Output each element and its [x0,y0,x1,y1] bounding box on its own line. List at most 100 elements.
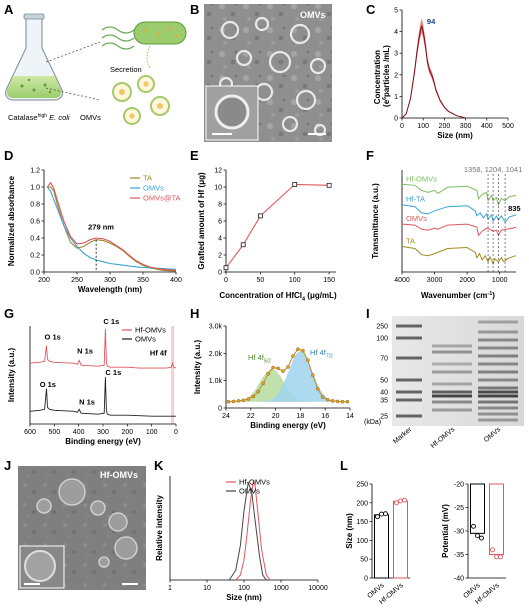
h-x-tick-label: 22 [247,413,255,420]
h-x-tick-label: 18 [297,413,305,420]
e-y-tick-label: 10 [214,185,222,192]
gel-lane-label: OMVs [483,426,503,444]
l-potential-bar-point [471,523,476,529]
gel-marker-band [396,336,422,340]
d-y-tick-label: 1.0 [30,185,40,192]
f-x-axis-label: Wavenumber (cm-1) [421,291,495,300]
f-series-label: TA [406,237,415,246]
d-y-tick-label: 0.0 [30,270,40,277]
f-series-line [401,223,517,237]
h-y-tick-label: 0 [218,406,222,413]
l-potential-y-tick-label: -40 [454,576,464,583]
f-series-line [401,204,517,223]
d-annotation-279nm: 279 nm [88,223,114,232]
h-data-point [256,389,261,394]
d-y-tick-label: 0.2 [30,253,40,260]
k-x-axis-label: Size (nm) [226,593,262,602]
g-legend-label: OMVs [135,335,156,344]
d-x-tick-label: 300 [104,277,116,284]
gel-omvs-band [478,370,518,374]
c-y-axis-label: Concentration (e6particles /mL) [373,45,391,107]
l-size-bar-point [375,514,380,520]
gel-hf-omvs-band [432,394,472,398]
panel-label-c: C [366,2,376,17]
e-y-tick-label: 4 [218,236,222,243]
l-potential-bar-point [475,533,480,539]
e-x-tick-label: 150 [323,277,335,284]
panel-label-g: G [4,306,14,321]
g-x-tick-label: 400 [73,429,85,436]
h-data-point [266,372,270,376]
gel-omvs-band [478,346,518,350]
g-peak-label-bottom: O 1s [40,380,56,389]
g-series-line [29,376,176,417]
gel-omvs-band [478,354,518,358]
l-potential-bar-point [479,535,484,541]
h-data-point [315,387,320,391]
gel-omvs-band [478,362,518,366]
gel-marker-band [396,414,422,418]
c-y-tick-label: 0 [394,116,398,123]
panel-h-xps-hf4f-chart: Hf 4f5/2 Hf 4f7/2 24 22 20 18 16 14 0 1.0k 2.0k 3… [193,324,354,431]
panel-label-f: F [366,148,374,163]
l-size-bar-point [379,511,384,517]
gel-hf-omvs-band [432,370,472,374]
c-y-tick-label: 1 [394,94,398,101]
gel-omvs-band [478,412,518,416]
h-y-tick-label: 2.0k [209,351,223,358]
gel-marker-band [396,356,422,360]
gel-omvs-band [478,394,518,398]
g-peak-label-top: C 1s [103,317,119,326]
e-x-axis-label: Concentration of HfCl4 (μg/mL) [219,291,337,303]
c-y-tick-label: 5 [394,8,398,15]
h-y-tick-label: 3.0k [209,324,223,331]
l-potential-y-tick-label: -20 [454,482,464,489]
gel-omvs-band [478,338,518,342]
panel-d-uvvis-chart: 200 250 300 350 400 0.0 0.2 0.4 0.6 0.8 1.0 1.2 279 … [7,168,182,295]
h-data-point [320,395,325,399]
g-x-axis-label: Binding energy (eV) [65,437,141,446]
h-data-point [335,399,340,404]
g-x-tick-label: 100 [146,429,158,436]
e-data-point [292,182,298,187]
d-legend-label: TA [143,174,152,183]
d-y-tick-label: 0.4 [30,236,40,243]
h-data-point [296,347,300,352]
d-y-axis-label: Normalized absorbance [7,175,16,266]
gel-lane-omvs [478,320,518,422]
g-peak-label-bottom: C 1s [105,368,121,377]
l-size-y-axis-label: Size (nm) [345,513,354,549]
k-y-axis-label: Relative intensity [155,495,164,561]
f-peak-labels: 1358, 1204, 1041 [464,165,522,174]
h-peak-hf4f72-label: Hf 4f7/2 [310,348,333,360]
secretion-label: Secretion [110,65,142,74]
panel-label-h: H [190,306,199,321]
gel-hf-omvs-band [432,390,472,394]
bacterium-illustration [101,21,187,50]
l-size-bar-point [398,498,403,504]
gel-hf-omvs-band [432,350,472,354]
omvs-schematic-label: OMVs [80,113,101,122]
h-data-point [281,369,285,373]
h-data-point [325,397,330,402]
g-x-tick-label: 200 [121,429,133,436]
gel-kda-label: 40 [380,390,388,397]
d-x-tick-label: 200 [38,277,50,284]
c-y-tick-label: 4 [394,29,398,36]
panel-f-ftir-chart: Wavenumber (cm-1) 4000 3000 2000 1000 Hf-OMV… [371,165,522,300]
gel-marker-band [396,390,422,394]
c-y-tick-label: 2 [394,72,398,79]
panel-label-d: D [4,148,13,163]
g-x-tick-label: 300 [97,429,109,436]
tem-hf-omvs-label: Hf-OMVs [100,470,138,480]
h-y-axis-label: Intensity (a.u.) [193,340,202,395]
e-y-tick-label: 0 [218,270,222,277]
gel-lane-label: Marker [392,426,414,446]
l-size-bar-point [383,511,388,517]
l-size-bar-point [402,497,407,503]
h-data-point [345,399,350,404]
l-size-bar [393,500,408,579]
gel-hf-omvs-band [432,382,472,386]
